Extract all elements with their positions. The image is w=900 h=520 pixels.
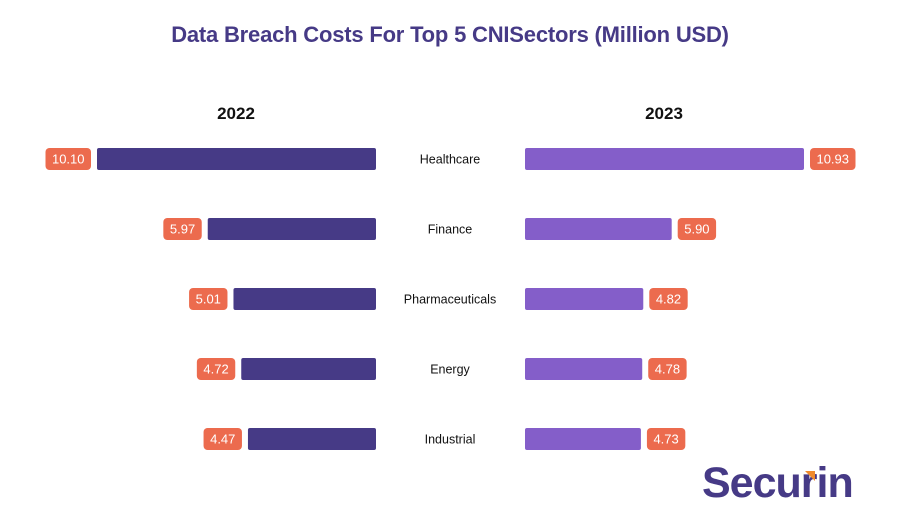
logo-letter-r: r bbox=[800, 459, 818, 507]
value-label-bg-2022 bbox=[45, 148, 91, 170]
value-label-2022: 5.01 bbox=[196, 292, 221, 307]
value-label-2022: 10.10 bbox=[52, 152, 85, 167]
logo-accent-letter: r bbox=[800, 459, 818, 507]
value-label-2023: 4.73 bbox=[653, 432, 678, 447]
value-label-2022: 4.72 bbox=[203, 362, 228, 377]
value-label-bg-2023 bbox=[646, 428, 686, 450]
bar-2023 bbox=[525, 428, 641, 450]
value-label-bg-2022 bbox=[189, 288, 228, 310]
bar-2022 bbox=[241, 358, 376, 380]
value-label-2023: 4.78 bbox=[655, 362, 680, 377]
year-header-2023: 2023 bbox=[645, 104, 683, 123]
value-label-2022: 5.97 bbox=[170, 222, 195, 237]
value-label-bg-2023 bbox=[649, 288, 688, 310]
year-header-2022: 2022 bbox=[217, 104, 255, 123]
category-label: Industrial bbox=[425, 433, 476, 447]
bar-2022 bbox=[97, 148, 376, 170]
value-label-bg-2022 bbox=[163, 218, 202, 240]
securin-logo: Secur in bbox=[702, 459, 854, 508]
bar-2022 bbox=[233, 288, 376, 310]
value-label-bg-2022 bbox=[203, 428, 242, 450]
value-label-bg-2022 bbox=[196, 358, 236, 380]
value-label-bg-2023 bbox=[810, 148, 856, 170]
logo-text-suffix: in bbox=[816, 459, 854, 507]
bar-2023 bbox=[525, 358, 643, 380]
value-label-2023: 4.82 bbox=[656, 292, 681, 307]
chart-title: Data Breach Costs For Top 5 CNISectors (… bbox=[171, 22, 729, 47]
bar-2022 bbox=[207, 218, 376, 240]
category-label: Healthcare bbox=[420, 153, 480, 167]
category-label: Finance bbox=[428, 223, 473, 237]
value-label-2023: 10.93 bbox=[816, 152, 849, 167]
value-label-2022: 4.47 bbox=[210, 432, 235, 447]
value-label-2023: 5.90 bbox=[684, 222, 709, 237]
bar-2023 bbox=[525, 148, 804, 170]
category-label: Pharmaceuticals bbox=[404, 293, 496, 307]
bar-2023 bbox=[525, 218, 672, 240]
logo-text-prefix: Secu bbox=[702, 459, 802, 507]
category-label: Energy bbox=[430, 363, 470, 377]
logo-accent-mark bbox=[804, 471, 815, 481]
value-label-bg-2023 bbox=[677, 218, 717, 240]
bar-2023 bbox=[525, 288, 644, 310]
value-label-bg-2023 bbox=[648, 358, 687, 380]
bar-2022 bbox=[247, 428, 376, 450]
